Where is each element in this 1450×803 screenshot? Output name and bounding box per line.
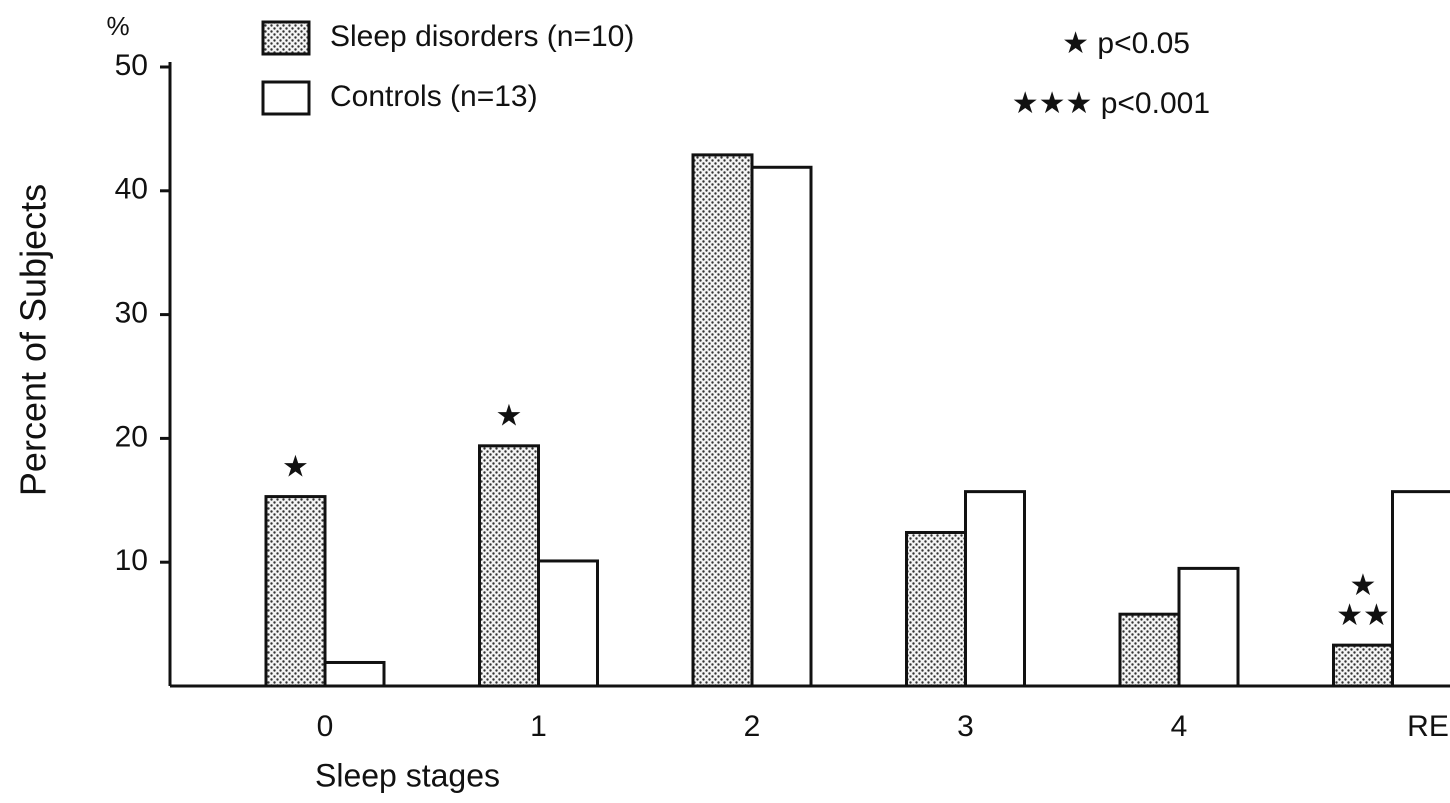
bar <box>264 495 327 688</box>
x-tick-label: 2 <box>744 710 761 743</box>
significance-legend: ★★★ p<0.001 <box>1012 87 1210 120</box>
x-axis-label: Sleep stages <box>315 757 500 793</box>
y-tick-label: 20 <box>115 420 148 453</box>
x-tick-label: 3 <box>957 710 974 743</box>
legend-swatch <box>261 80 311 116</box>
x-tick-label: REM <box>1407 710 1450 743</box>
significance-legend: ★ p<0.05 <box>1062 27 1190 60</box>
bar <box>1332 643 1394 688</box>
y-tick-label: 50 <box>115 49 148 82</box>
y-unit-label: % <box>106 11 129 41</box>
x-tick-label: 0 <box>317 710 334 743</box>
bar <box>537 559 599 688</box>
bar <box>1177 566 1240 688</box>
bar <box>1391 490 1450 688</box>
bar <box>691 153 754 688</box>
bar <box>323 660 386 688</box>
bar <box>478 444 540 688</box>
y-tick-label: 10 <box>115 544 148 577</box>
legend-label: Controls (n=13) <box>330 80 538 113</box>
y-axis-label: Percent of Subjects <box>13 184 54 496</box>
legend-label: Sleep disorders (n=10) <box>330 20 634 53</box>
y-tick-label: 30 <box>115 297 148 330</box>
bar <box>750 165 813 688</box>
annotation: ★ <box>1350 569 1377 602</box>
legend-swatch <box>261 20 311 56</box>
bar <box>964 490 1026 688</box>
annotation: ★ <box>282 451 309 484</box>
y-tick-label: 40 <box>115 173 148 206</box>
bar <box>1118 612 1181 688</box>
bar <box>905 530 967 688</box>
x-tick-label: 1 <box>530 710 547 743</box>
annotation: ★ <box>496 400 523 433</box>
annotation: ★★ <box>1336 599 1390 632</box>
x-tick-label: 4 <box>1171 710 1188 743</box>
